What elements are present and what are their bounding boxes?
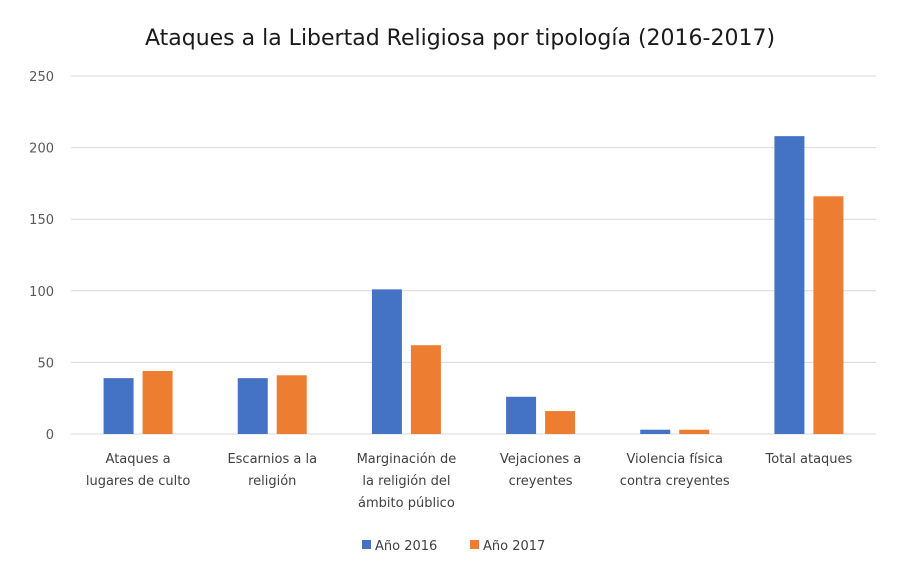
chart-title: Ataques a la Libertad Religiosa por tipo… [145,26,775,51]
x-category-label-line: creyentes [509,474,573,489]
y-tick-label: 150 [29,213,54,228]
x-category-label-line: religión [248,474,296,489]
gridlines [71,75,876,435]
x-category-label-line: la religión del [362,474,450,489]
bar-a-o-2016-2 [371,289,402,434]
x-category-label-line: contra creyentes [620,474,730,489]
bar-a-o-2017-2 [410,345,441,434]
bar-a-o-2017-0 [142,370,173,434]
x-category-label: Violencia física contra creyentes [620,452,730,489]
x-category-label-line: Marginación de [357,452,457,467]
bar-a-o-2016-5 [774,136,805,435]
x-category-label: Vejaciones a creyentes [500,452,581,489]
x-category-label-line: ámbito público [358,496,455,511]
y-tick-label: 100 [29,285,54,300]
x-category-label: Marginación de la religión del ámbito públ… [357,452,457,511]
bars [103,136,844,435]
bar-a-o-2016-1 [237,378,268,434]
x-axis-labels: Ataques a lugares de culto Escarnios a la r… [86,452,853,511]
x-category-label: Ataques a lugares de culto [86,452,191,489]
legend-label: Año 2017 [483,539,545,554]
legend: Año 2016 Año 2017 [362,539,545,554]
bar-a-o-2017-5 [813,196,844,434]
x-category-label: Escarnios a la religión [227,452,317,489]
bar-a-o-2016-4 [640,429,671,434]
bar-a-o-2016-0 [103,378,134,434]
x-category-label: Total ataques [765,452,853,467]
x-category-label-line: Vejaciones a [500,452,581,467]
x-category-label-line: Total ataques [765,452,853,467]
legend-swatch [470,540,479,549]
legend-label: Año 2016 [375,539,437,554]
legend-swatch [362,540,371,549]
y-tick-label: 50 [37,356,54,371]
bar-a-o-2016-3 [506,396,537,434]
bar-a-o-2017-4 [679,429,710,434]
x-category-label-line: Ataques a [106,452,171,467]
y-tick-label: 250 [29,70,54,85]
bar-a-o-2017-1 [276,375,307,434]
x-category-label-line: lugares de culto [86,474,191,489]
y-tick-label: 0 [46,428,54,443]
y-axis-ticks: 0 50 100 150 200 250 [29,70,54,443]
bar-a-o-2017-3 [545,411,576,434]
y-tick-label: 200 [29,142,54,157]
x-category-label-line: Escarnios a la [227,452,317,467]
x-category-label-line: Violencia física [626,452,723,467]
